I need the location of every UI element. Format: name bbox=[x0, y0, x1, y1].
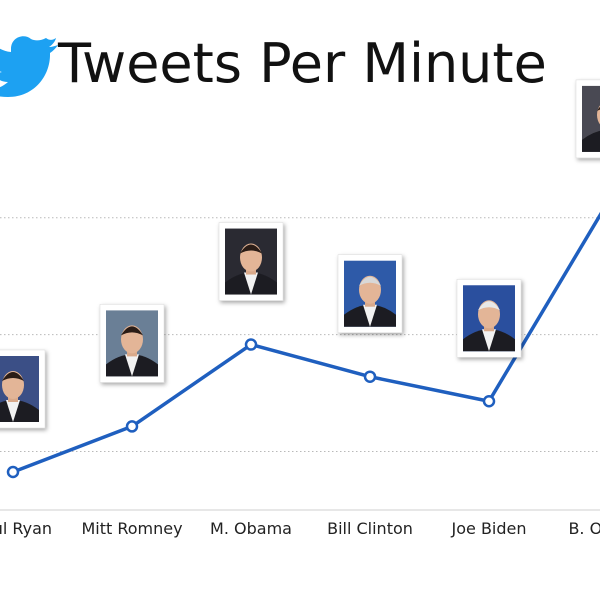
data-point-4 bbox=[363, 370, 377, 383]
twitter-bird-icon bbox=[0, 36, 58, 97]
x-tick-label-5: Joe Biden bbox=[451, 519, 527, 538]
data-point-2 bbox=[125, 420, 139, 433]
x-tick-label-3: M. Obama bbox=[210, 519, 292, 538]
x-tick-label-6: B. Obama bbox=[568, 519, 600, 538]
x-tick-labels: Paul Ryan Mitt Romney M. Obama Bill Clinton… bbox=[0, 519, 600, 538]
x-tick-label-2: Mitt Romney bbox=[81, 519, 182, 538]
speaker-photo-1 bbox=[0, 349, 46, 429]
speaker-photo-4 bbox=[337, 254, 403, 333]
series-layer bbox=[6, 211, 600, 479]
data-point-3 bbox=[244, 338, 258, 351]
photos-layer bbox=[0, 79, 600, 429]
speaker-photo-2 bbox=[99, 304, 165, 383]
series-line bbox=[11, 211, 600, 474]
x-tick-label-4: Bill Clinton bbox=[327, 519, 413, 538]
x-tick-label-1: Paul Ryan bbox=[0, 519, 52, 538]
data-point-5 bbox=[482, 395, 496, 408]
data-point-1 bbox=[6, 465, 20, 479]
speaker-photo-3 bbox=[218, 222, 284, 301]
speaker-photo-6 bbox=[575, 79, 600, 159]
speaker-photo-5 bbox=[456, 279, 522, 358]
chart-title: Tweets Per Minute bbox=[57, 32, 547, 95]
